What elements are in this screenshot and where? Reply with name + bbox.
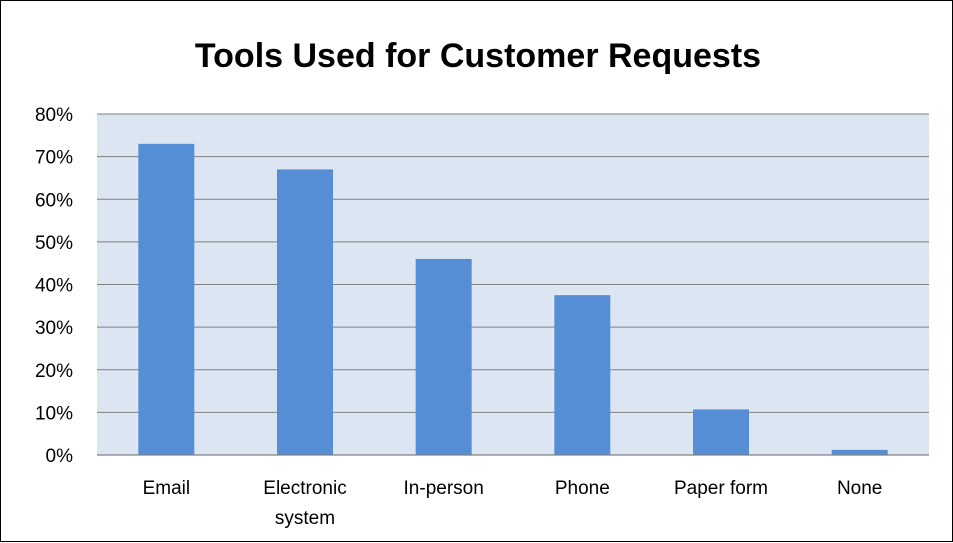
y-tick-label: 10% [35, 403, 73, 424]
y-tick-label: 30% [35, 318, 73, 339]
y-tick-label: 20% [35, 361, 73, 382]
chart-title: Tools Used for Customer Requests [195, 37, 761, 75]
x-tick-label: None [837, 478, 882, 499]
bar-phone [554, 295, 611, 455]
y-tick-label: 40% [35, 276, 73, 297]
y-axis-ticks: 0% 10% 20% 30% 40% 50% 60% 70% 80% [35, 105, 73, 467]
y-tick-label: 80% [35, 105, 73, 126]
x-tick-label: Paper form [674, 478, 768, 499]
bar-none [831, 449, 888, 455]
gridlines [97, 113, 929, 413]
x-axis-ticks: Email Electronic system In-person Phone Paper… [143, 478, 883, 529]
bars [138, 143, 888, 455]
bar-electronic-system [277, 169, 333, 455]
y-tick-label: 0% [46, 446, 74, 467]
x-tick-label: Email [143, 478, 191, 499]
bar-email [138, 143, 195, 455]
y-tick-label: 60% [35, 190, 73, 211]
y-tick-label: 50% [35, 233, 73, 254]
bar-paper-form [693, 409, 749, 455]
y-tick-label: 70% [35, 148, 73, 169]
x-tick-label: Electronic system [263, 478, 346, 529]
x-tick-label: Phone [555, 478, 610, 499]
x-tick-label: In-person [404, 478, 484, 499]
bar-in-person [415, 258, 472, 455]
